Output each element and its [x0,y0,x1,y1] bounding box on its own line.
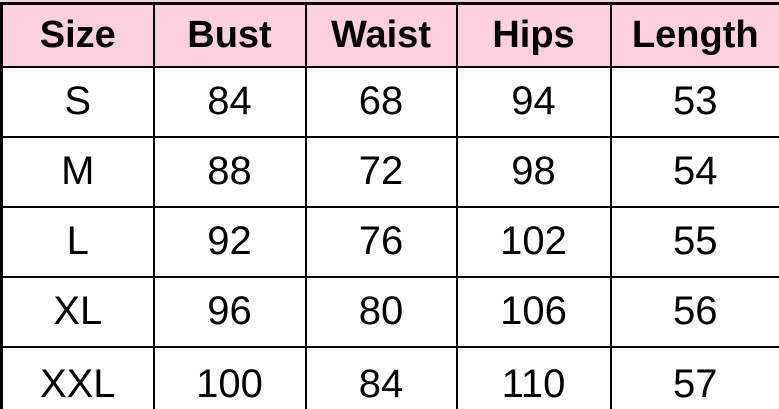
header-cell-waist: Waist [304,2,458,68]
header-cell-length: Length [609,2,779,68]
length-value-cell: 57 [609,345,779,409]
header-cell-hips: Hips [455,2,612,68]
waist-value-cell: 72 [304,135,458,208]
size-chart-body: S 84 68 94 53 M 88 72 98 54 L 92 76 102 … [0,65,779,409]
length-value-cell: 54 [609,135,779,208]
length-value-cell: 55 [609,205,779,278]
hips-value-cell: 94 [455,65,612,138]
hips-value-cell: 110 [455,345,612,409]
header-top-crop-sliver [0,0,779,2]
bust-value-cell: 92 [152,205,307,278]
table-row-m: M 88 72 98 54 [0,135,779,208]
header-row: Size Bust Waist Hips Length [0,2,779,68]
size-label-cell: M [0,135,155,208]
hips-value-cell: 106 [455,275,612,348]
hips-value-cell: 102 [455,205,612,278]
table-row-s: S 84 68 94 53 [0,65,779,138]
bust-value-cell: 96 [152,275,307,348]
bust-value-cell: 88 [152,135,307,208]
bust-value-cell: 100 [152,345,307,409]
size-label-cell: XXL [0,345,155,409]
table-row-l: L 92 76 102 55 [0,205,779,278]
waist-value-cell: 84 [304,345,458,409]
header-cell-size: Size [0,2,155,68]
size-label-cell: XL [0,275,155,348]
header-cell-bust: Bust [152,2,307,68]
waist-value-cell: 76 [304,205,458,278]
size-label-cell: L [0,205,155,278]
length-value-cell: 53 [609,65,779,138]
waist-value-cell: 80 [304,275,458,348]
table-row-xl: XL 96 80 106 56 [0,275,779,348]
hips-value-cell: 98 [455,135,612,208]
bust-value-cell: 84 [152,65,307,138]
table-row-xxl: XXL 100 84 110 57 [0,345,779,409]
waist-value-cell: 68 [304,65,458,138]
length-value-cell: 56 [609,275,779,348]
size-chart-header: Size Bust Waist Hips Length [0,2,779,68]
size-label-cell: S [0,65,155,138]
